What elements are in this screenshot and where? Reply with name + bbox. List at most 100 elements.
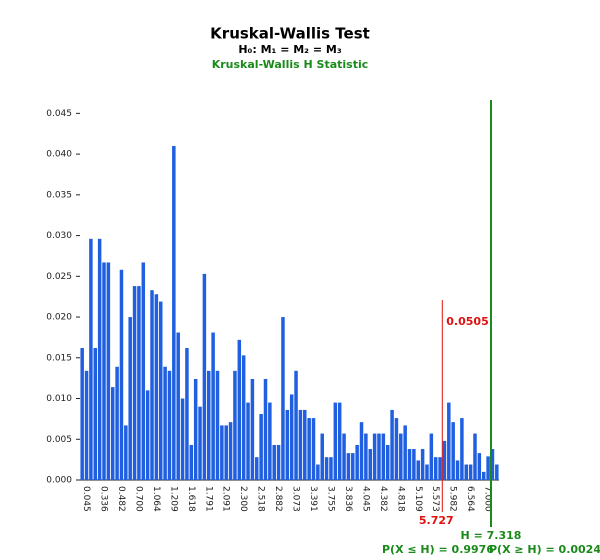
h-label: H = 7.318	[461, 529, 522, 542]
y-tick-label: 0.010	[46, 394, 72, 404]
bar	[355, 444, 359, 480]
bar	[102, 262, 106, 480]
bar	[473, 433, 477, 480]
bar	[237, 339, 242, 480]
bar	[307, 418, 311, 480]
x-tick-label: 7.000	[483, 486, 493, 512]
bar	[403, 425, 407, 480]
y-tick-label: 0.020	[46, 313, 72, 323]
bar	[202, 273, 207, 480]
bar	[228, 422, 233, 480]
x-tick-label: 3.073	[291, 486, 301, 512]
x-tick-label: 4.045	[360, 486, 370, 512]
x-tick-label: 0.336	[99, 486, 109, 512]
bar	[193, 378, 198, 480]
bar	[132, 286, 137, 480]
x-tick-label: 3.755	[325, 486, 335, 512]
y-tick-label: 0.005	[46, 435, 72, 445]
bar	[447, 402, 451, 480]
statistic-label: Kruskal-Wallis H Statistic	[212, 58, 369, 71]
chart-title: Kruskal-Wallis Test	[210, 25, 370, 43]
critical-label: 5.727	[419, 514, 454, 527]
bar	[137, 286, 141, 480]
bar	[407, 449, 412, 480]
bar	[442, 440, 447, 480]
bar	[119, 269, 124, 480]
bar	[163, 366, 167, 480]
y-tick-label: 0.015	[46, 353, 72, 363]
bar	[172, 145, 176, 481]
bar	[255, 457, 259, 480]
bar	[250, 378, 255, 480]
bar	[185, 348, 189, 480]
bar	[233, 370, 237, 480]
x-tick-label: 0.045	[81, 486, 91, 512]
bar	[455, 460, 460, 480]
bar	[412, 449, 416, 480]
bar	[490, 449, 495, 480]
bar	[468, 464, 473, 480]
chart-subtitle: H₀: M₁ = M₂ = M₃	[238, 43, 341, 56]
bar	[460, 418, 464, 480]
bar	[158, 301, 163, 480]
bar	[189, 444, 194, 480]
bar	[372, 433, 377, 480]
bar	[333, 402, 338, 480]
bar	[215, 370, 220, 480]
bar	[167, 370, 172, 480]
bar	[324, 457, 329, 480]
bar	[495, 464, 499, 480]
bar	[128, 317, 132, 480]
bar	[451, 422, 455, 480]
bar	[259, 414, 263, 480]
bar	[281, 317, 285, 480]
bar	[394, 418, 399, 480]
bar	[110, 387, 115, 480]
x-tick-label: 0.482	[116, 486, 126, 512]
bar	[486, 456, 490, 480]
bar	[420, 449, 425, 480]
x-tick-label: 1.209	[168, 486, 178, 512]
x-tick-label: 2.300	[238, 486, 248, 512]
bar	[477, 453, 482, 480]
bar	[364, 433, 368, 480]
bar	[298, 409, 303, 480]
bar	[180, 398, 185, 480]
bar	[377, 433, 381, 480]
bar	[320, 433, 324, 480]
bar	[272, 444, 276, 480]
bar	[141, 262, 146, 480]
bar	[289, 394, 294, 480]
x-tick-label: 5.109	[413, 486, 423, 512]
bar	[390, 409, 394, 480]
bar	[425, 464, 429, 480]
bar	[211, 332, 215, 480]
y-tick-label: 0.000	[46, 476, 72, 486]
x-tick-label: 6.564	[465, 486, 475, 512]
x-tick-label: 1.064	[151, 486, 161, 512]
bar	[351, 453, 355, 480]
critical-area-label: 0.0505	[446, 315, 488, 328]
bar	[385, 444, 390, 480]
x-tick-label: 2.518	[256, 486, 266, 512]
bar	[263, 378, 268, 480]
bar	[97, 238, 102, 480]
bar	[224, 425, 228, 480]
p-left-label: P(X ≤ H) = 0.9976	[382, 543, 494, 556]
bar	[89, 238, 93, 480]
y-tick-label: 0.040	[46, 150, 72, 160]
x-tick-label: 1.791	[203, 486, 213, 512]
bar	[481, 471, 486, 480]
bar	[429, 433, 434, 480]
bar	[294, 370, 298, 480]
x-tick-label: 5.573	[430, 486, 440, 512]
bar	[346, 453, 351, 480]
bar	[337, 402, 342, 480]
x-tick-label: 2.882	[273, 486, 283, 512]
bar	[276, 444, 281, 480]
bar	[268, 402, 272, 480]
x-tick-label: 2.091	[221, 486, 231, 512]
bar	[80, 348, 84, 480]
bar	[124, 425, 128, 480]
